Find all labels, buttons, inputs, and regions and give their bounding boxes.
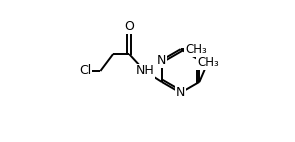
Text: CH₃: CH₃ xyxy=(185,43,207,56)
Text: N: N xyxy=(176,86,185,99)
Text: O: O xyxy=(124,19,134,33)
Text: CH₃: CH₃ xyxy=(197,56,219,69)
Text: N: N xyxy=(157,54,166,67)
Text: NH: NH xyxy=(135,64,154,78)
Text: Cl: Cl xyxy=(79,64,91,78)
